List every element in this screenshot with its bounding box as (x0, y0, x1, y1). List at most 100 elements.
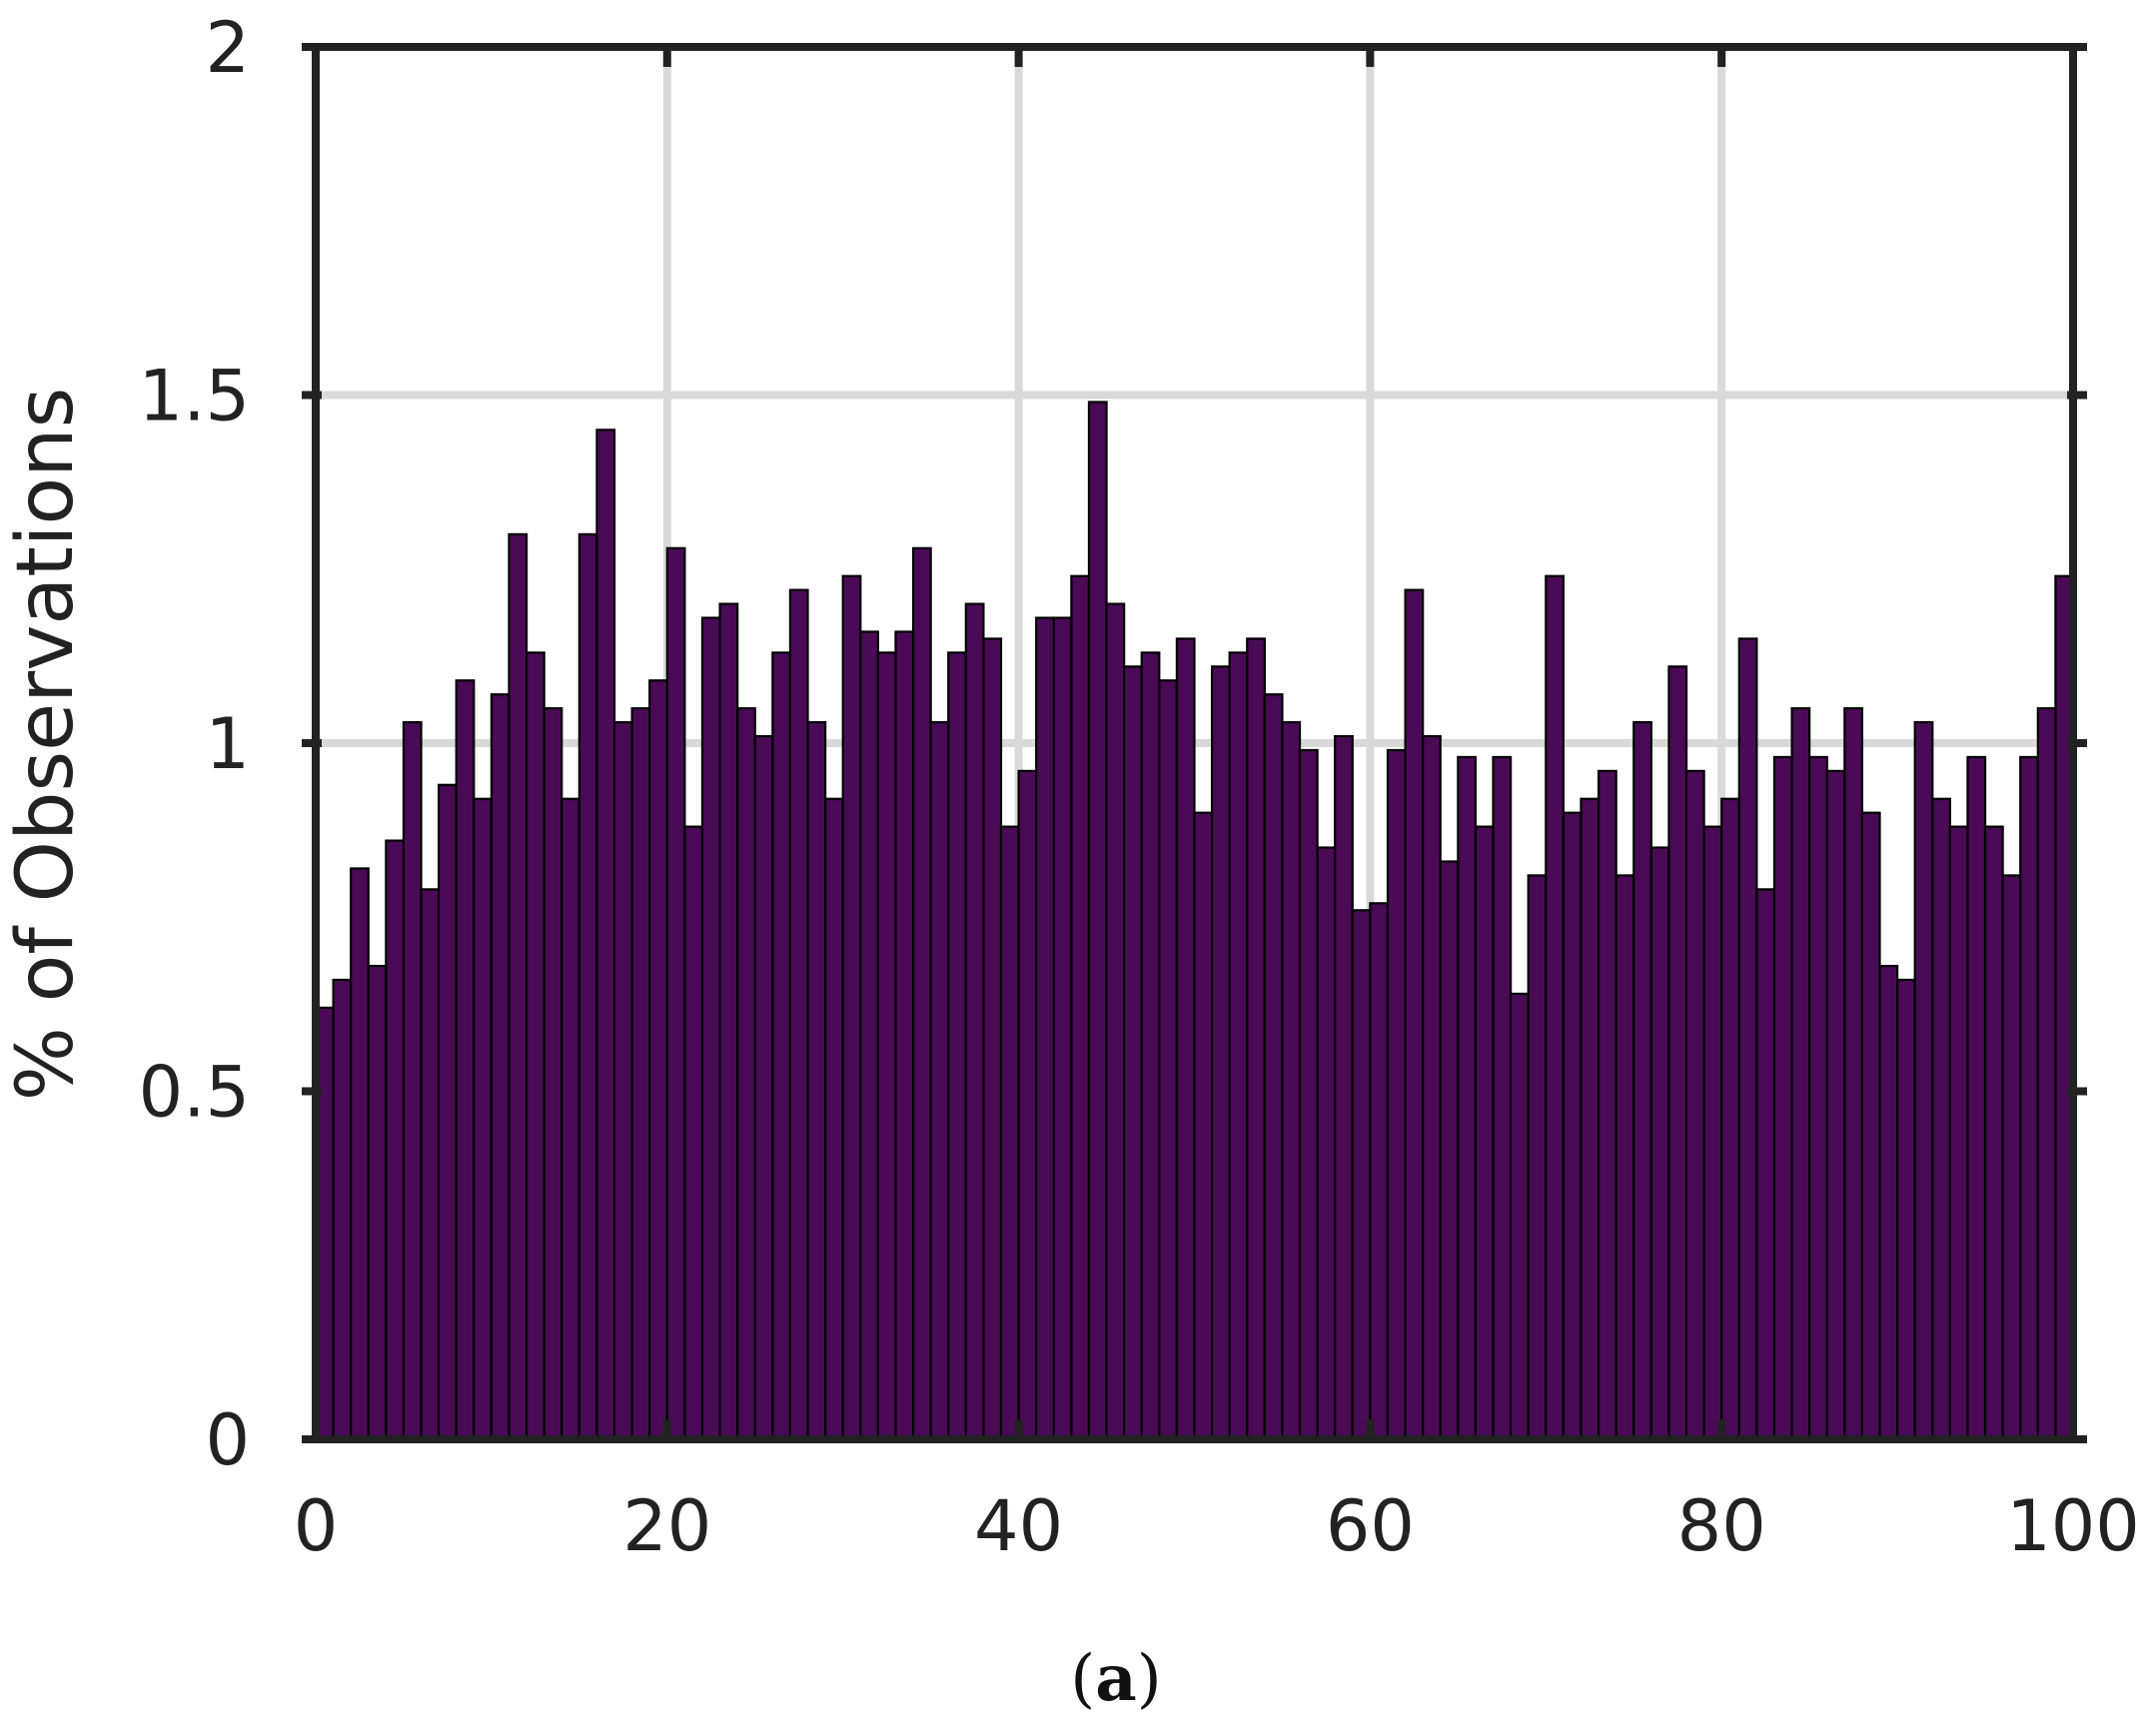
histogram-bar (1545, 574, 1565, 1441)
histogram-bar (525, 651, 545, 1441)
histogram-bar (648, 679, 668, 1441)
x-tick-label: 20 (622, 1485, 711, 1567)
histogram-bar (824, 797, 844, 1441)
caption-letter: a (1095, 1641, 1136, 1716)
histogram-bar (1105, 602, 1126, 1441)
histogram-bar (1351, 909, 1372, 1441)
x-tick-label: 0 (294, 1485, 339, 1567)
histogram-bar (1737, 637, 1758, 1441)
histogram-bar (1228, 651, 1249, 1441)
histogram-bar (999, 825, 1020, 1441)
histogram-bar (1158, 679, 1179, 1441)
caption-close-paren: ) (1137, 1642, 1162, 1716)
histogram-bar (1615, 874, 1635, 1441)
y-tick-label: 2 (205, 7, 250, 89)
histogram-bar (947, 651, 967, 1441)
histogram-bar (1492, 755, 1513, 1441)
histogram-bar (1263, 693, 1284, 1441)
histogram-bar (1580, 797, 1601, 1441)
histogram-bar (1966, 755, 1987, 1441)
histogram-bar (438, 783, 458, 1441)
histogram-bar (736, 707, 756, 1441)
histogram-bar (1404, 588, 1425, 1441)
x-tick-label: 60 (1326, 1485, 1415, 1567)
histogram-bar (630, 707, 651, 1441)
histogram-bar (577, 532, 598, 1441)
histogram-bar (665, 546, 686, 1441)
histogram-bar (1895, 978, 1916, 1441)
histogram-bar (420, 888, 441, 1441)
histogram-bar (788, 588, 809, 1441)
histogram-bar (1702, 825, 1723, 1441)
histogram-bar (490, 693, 511, 1441)
figure-caption: (a) (1070, 1641, 1161, 1716)
histogram-bar (1948, 825, 1969, 1441)
histogram-bar (560, 797, 580, 1441)
histogram-bar (455, 679, 476, 1441)
histogram-bar (2019, 755, 2039, 1441)
histogram-bar (1386, 748, 1407, 1441)
histogram-bars (314, 401, 2075, 1441)
x-tick-label: 100 (2006, 1485, 2140, 1567)
y-tick-labels: 0 0.5 1 1.5 2 (139, 7, 250, 1481)
histogram-bar (1825, 769, 1846, 1441)
histogram-bar (1808, 755, 1828, 1441)
histogram-bar (1597, 769, 1617, 1441)
histogram-bar (1790, 707, 1811, 1441)
x-tick-label: 80 (1677, 1485, 1766, 1567)
caption-open-paren: ( (1070, 1642, 1095, 1716)
histogram-bar (929, 720, 950, 1441)
histogram-bar (1931, 797, 1951, 1441)
histogram-bar (1684, 769, 1705, 1441)
histogram-bar (385, 839, 406, 1441)
histogram-bar (1772, 755, 1793, 1441)
y-tick-label: 0 (205, 1399, 250, 1481)
histogram-bar (1720, 797, 1740, 1441)
histogram-bar (367, 964, 388, 1441)
histogram-bar (1439, 860, 1460, 1441)
histogram-bar (1878, 964, 1899, 1441)
histogram-bar (508, 532, 529, 1441)
histogram-bar (1422, 734, 1442, 1441)
histogram-bar (894, 630, 915, 1441)
histogram-bar (982, 637, 1003, 1441)
histogram-bar (1035, 616, 1055, 1441)
histogram-bar (1316, 846, 1337, 1441)
y-axis-label: % of Observations (1, 388, 91, 1102)
tick-marks (302, 43, 2087, 1443)
histogram-bar (1334, 734, 1354, 1441)
histogram-bar (1983, 825, 2004, 1441)
histogram-bar (911, 546, 932, 1441)
histogram-bar (1210, 665, 1231, 1441)
histogram-bar (1087, 401, 1108, 1441)
histogram-bar (718, 602, 739, 1441)
histogram-bar (1457, 755, 1478, 1441)
histogram-bar (473, 797, 493, 1441)
histogram-bar (1017, 769, 1038, 1441)
histogram-bar (1562, 811, 1583, 1441)
y-tick-label: 0.5 (139, 1052, 250, 1134)
histogram-bar (402, 720, 423, 1441)
histogram-bar (1281, 720, 1302, 1441)
histogram-bar (1860, 811, 1881, 1441)
histogram-bar (2001, 874, 2022, 1441)
histogram-bar (595, 429, 616, 1441)
histogram-bar (806, 720, 827, 1441)
histogram-bar (1175, 637, 1196, 1441)
histogram-bar (753, 734, 774, 1441)
histogram-bar (1369, 902, 1390, 1441)
histogram-bar (771, 651, 792, 1441)
x-tick-label: 40 (974, 1485, 1063, 1567)
histogram-bar (332, 978, 353, 1441)
histogram-bar (1298, 748, 1319, 1441)
histogram-bar (350, 867, 370, 1441)
y-tick-label: 1.5 (139, 356, 250, 437)
histogram-bar (841, 574, 862, 1441)
histogram-bar (1070, 574, 1091, 1441)
histogram-bar (1755, 888, 1776, 1441)
histogram-bar (542, 707, 563, 1441)
histogram-bar (1193, 811, 1214, 1441)
histogram-bar (1527, 874, 1548, 1441)
histogram-bar (683, 825, 704, 1441)
